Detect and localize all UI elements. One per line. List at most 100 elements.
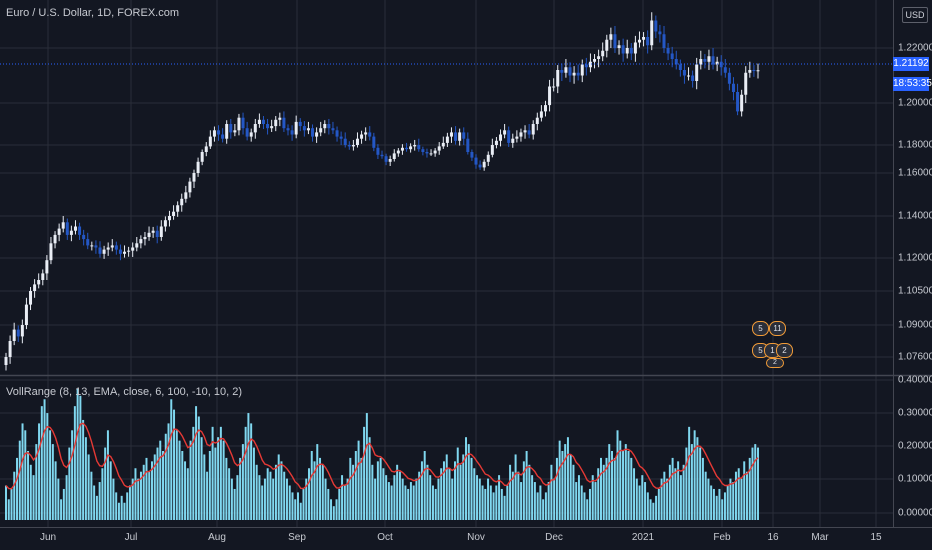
volume-bar <box>740 478 743 520</box>
candle-body <box>294 121 298 135</box>
volume-bar <box>87 454 90 520</box>
candle-body <box>593 59 597 62</box>
volume-bar <box>145 457 148 520</box>
indicator-tick-label: 0.00000 <box>898 507 932 519</box>
indicator-title[interactable]: VollRange (8, 13, EMA, close, 6, 100, -1… <box>6 386 243 398</box>
candle-body <box>682 70 686 76</box>
volume-bar <box>420 461 423 520</box>
volume-bar <box>79 395 82 520</box>
candle-body <box>4 357 8 365</box>
candle-body <box>621 45 625 54</box>
volume-bar <box>679 475 682 520</box>
event-marker-icon[interactable]: 2 <box>776 343 793 358</box>
indicator-tick-label: 0.20000 <box>898 440 932 452</box>
candle-body <box>736 92 740 112</box>
candle-body <box>163 220 167 227</box>
candle-body <box>527 130 531 135</box>
volume-bar <box>349 457 352 520</box>
candle-body <box>159 226 163 237</box>
volume-bar <box>528 464 531 520</box>
volume-bar <box>558 440 561 520</box>
volume-bar <box>338 488 341 520</box>
candle-body <box>69 230 73 235</box>
candle-body <box>306 128 310 131</box>
volume-bar <box>54 461 57 520</box>
volume-bar <box>591 475 594 520</box>
candle-body <box>33 284 37 291</box>
event-marker-icon[interactable]: 11 <box>769 321 786 336</box>
candle-body <box>752 70 756 71</box>
volume-bar <box>101 468 104 520</box>
candle-body <box>511 138 515 143</box>
price-tick-label: 1.07600 <box>898 351 932 363</box>
time-tick-label: Sep <box>288 532 306 543</box>
candle-body <box>650 20 654 46</box>
volume-bar <box>60 499 63 520</box>
volume-bar <box>588 488 591 520</box>
candle-body <box>445 136 449 143</box>
candle-body <box>86 239 90 246</box>
volume-bar <box>280 461 283 520</box>
volume-bar <box>261 485 264 520</box>
event-flag-icon[interactable]: 2 <box>766 358 784 368</box>
volume-bar <box>379 457 382 520</box>
candle-body <box>118 249 122 254</box>
volume-bar <box>649 499 652 520</box>
volume-bar <box>663 471 666 520</box>
candle-body <box>531 124 535 135</box>
volume-bar <box>255 464 258 520</box>
volume-bar <box>478 478 481 520</box>
candle-body <box>413 145 417 147</box>
candle-body <box>237 117 241 131</box>
candle-body <box>319 128 323 133</box>
volume-bar <box>195 406 198 520</box>
volume-bar <box>250 423 253 520</box>
candle-body <box>172 211 176 216</box>
volume-bar <box>729 478 732 520</box>
candle-body <box>315 132 319 137</box>
candle-body <box>278 117 282 120</box>
volume-bar <box>685 447 688 520</box>
volume-bar <box>360 457 363 520</box>
volume-bar <box>230 478 233 520</box>
volume-bar <box>148 471 151 520</box>
currency-button[interactable]: USD <box>902 7 928 23</box>
candle-body <box>670 53 674 59</box>
volume-bar <box>274 464 277 520</box>
volume-bar <box>233 488 236 520</box>
candle-body <box>597 56 601 59</box>
volume-bar <box>655 495 658 520</box>
price-tick-label: 1.09000 <box>898 319 932 331</box>
volume-bar <box>409 482 412 520</box>
candle-body <box>703 59 707 62</box>
volume-bar <box>203 454 206 520</box>
price-tick-label: 1.10500 <box>898 285 932 297</box>
volume-bar <box>531 475 534 520</box>
candle-body <box>576 72 580 76</box>
volume-bar <box>137 478 140 520</box>
candle-body <box>245 128 249 137</box>
volume-bar <box>189 440 192 520</box>
volume-bar <box>682 464 685 520</box>
volume-bar <box>357 440 360 520</box>
candle-body <box>167 216 171 221</box>
event-marker-icon[interactable]: 5 <box>752 321 769 336</box>
volume-bar <box>616 430 619 520</box>
candle-body <box>458 132 462 141</box>
candle-body <box>711 56 715 65</box>
candle-body <box>462 132 466 139</box>
candle-body <box>666 48 670 54</box>
volume-bar <box>599 457 602 520</box>
volume-bar <box>666 478 669 520</box>
candle-body <box>184 192 188 199</box>
volume-bar <box>247 413 250 520</box>
candle-body <box>580 64 584 76</box>
volume-bar <box>90 471 93 520</box>
volume-bar <box>7 499 10 520</box>
candle-body <box>61 222 65 229</box>
candle-body <box>429 153 433 155</box>
candle-body <box>405 147 409 150</box>
volume-bar <box>511 471 514 520</box>
volume-bar <box>51 444 54 520</box>
